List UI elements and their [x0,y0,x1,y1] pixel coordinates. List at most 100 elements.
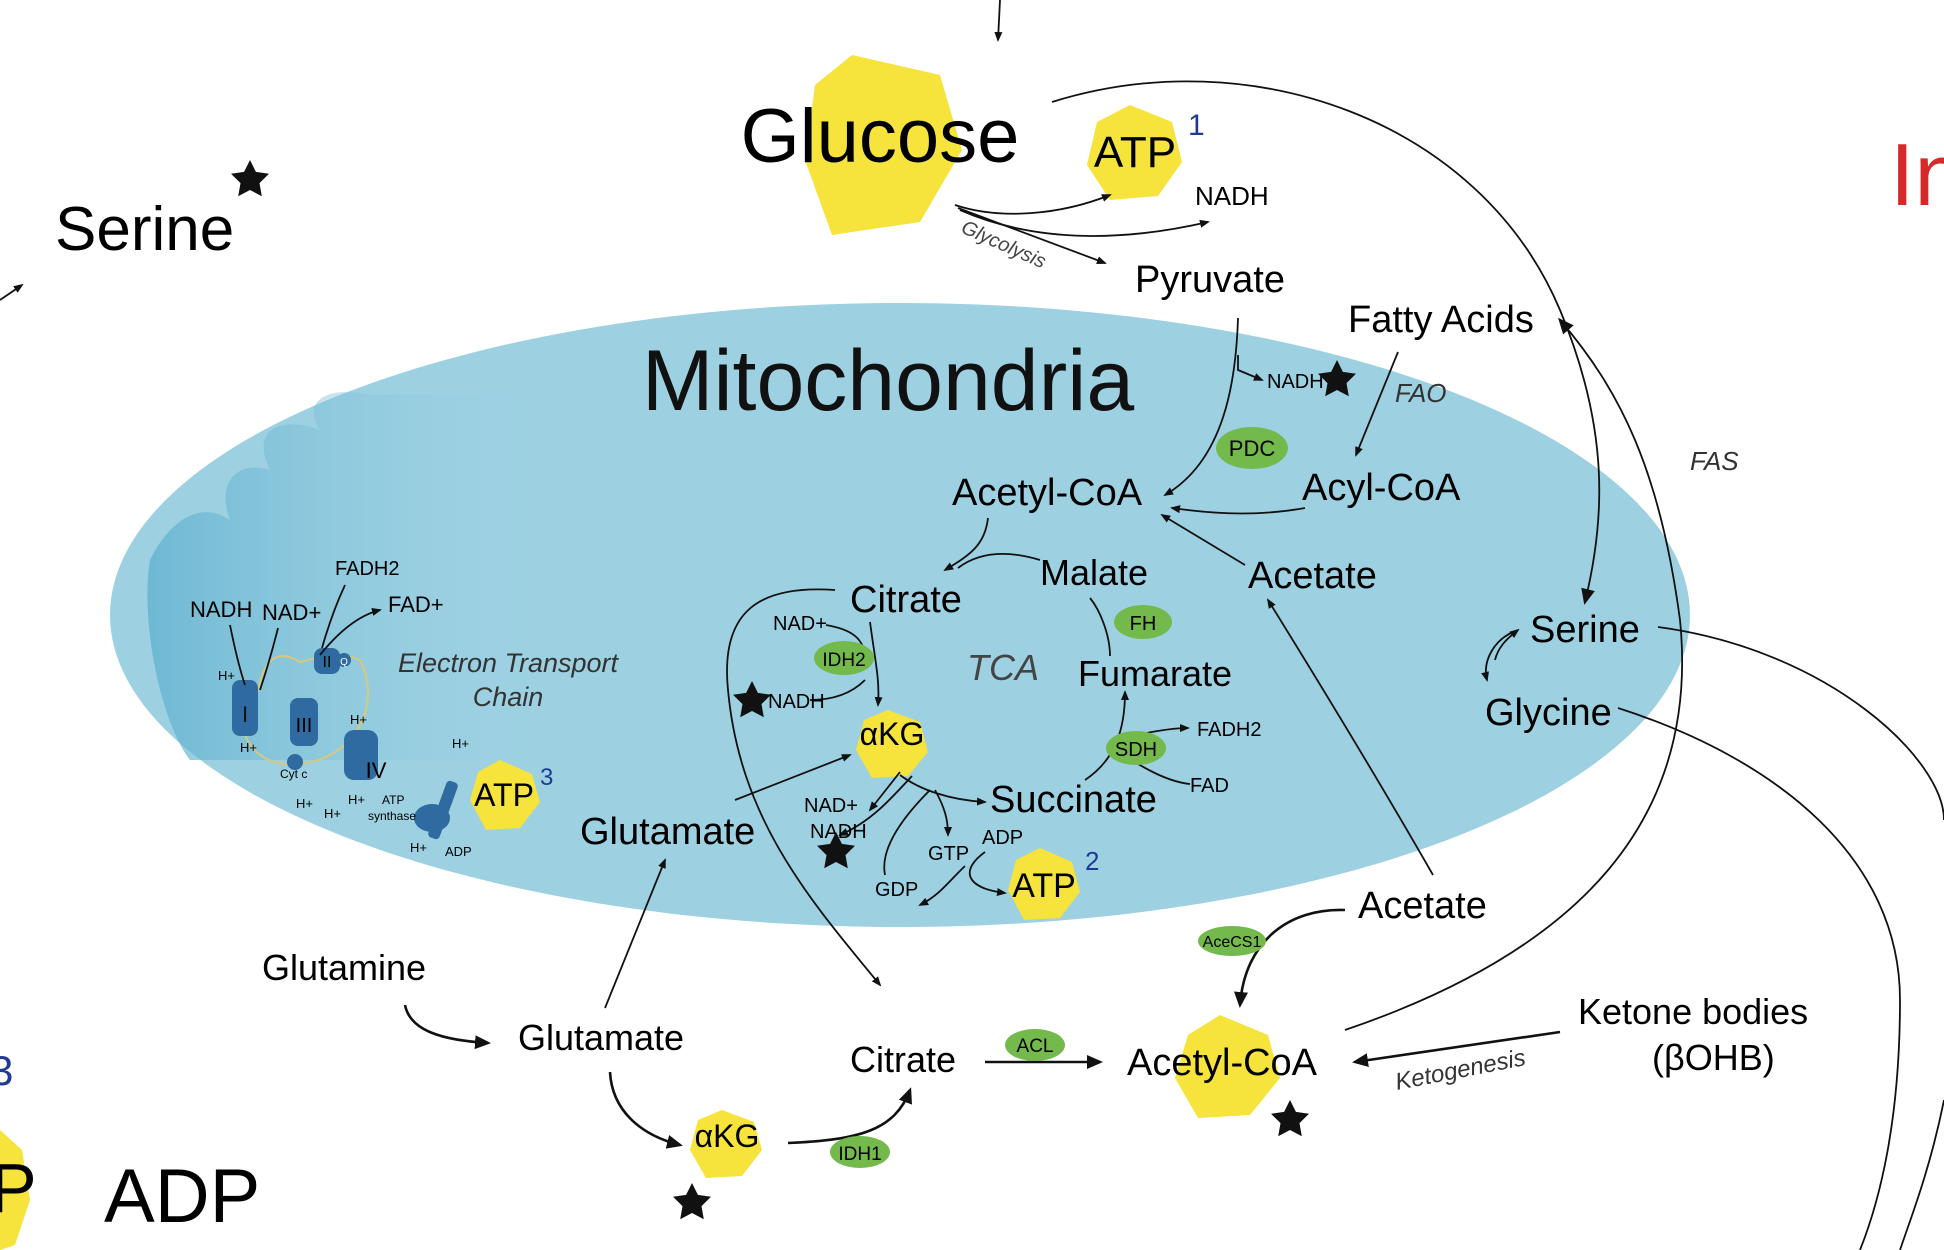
atp-hexagon-icon [1087,105,1182,200]
partial-3: 3 [0,1047,13,1094]
fumarate-label: Fumarate [1078,653,1232,694]
fad-tca: FAD [1190,775,1229,797]
pyruvate-label: Pyruvate [1135,259,1285,301]
akg-hexagon-icon [856,710,928,778]
nadh-pdc: NADH [1267,371,1324,393]
idh2-label: IDH2 [822,650,865,671]
complex-4 [344,730,378,780]
fad-plus-etc: FAD+ [388,592,444,617]
idh1-label: IDH1 [838,1144,881,1165]
sdh-enzyme [1106,731,1166,765]
atp-label-2: ATP [1012,867,1076,905]
fadh2-etc: FADH2 [335,558,399,580]
atp-hexagon-icon [470,760,540,830]
idh2-enzyme [814,641,874,675]
svg-text:H+: H+ [348,792,365,807]
pdc-enzyme [1216,427,1288,469]
gdp-label: GDP [875,879,918,901]
mitochondria-title: Mitochondria [642,333,1135,429]
fas-label: FAS [1690,446,1739,476]
fadh2-tca: FADH2 [1197,719,1261,741]
etc-title-2: Chain [473,682,544,712]
svg-text:H+: H+ [324,806,341,821]
partial-in: In [1890,125,1944,224]
svg-text:III: III [296,715,313,737]
electron-transport-chain: I II Q III IV FADH2 NADH NAD+ FAD+ H+ H+… [190,558,472,859]
atp-synthase-label-1: ATP [382,793,404,807]
acyl-coa-label: Acyl-CoA [1302,467,1461,509]
adp-big-label: ADP [104,1154,260,1239]
atp-hexagon-icon [1008,848,1080,920]
ketogenesis-label: Ketogenesis [1393,1044,1528,1096]
acetate-cyto: Acetate [1358,885,1487,927]
serine-left: Serine [55,195,234,264]
adp-tca: ADP [982,827,1023,849]
svg-text:Q: Q [340,657,348,668]
nad-plus-akg: NAD+ [804,795,858,817]
cristae [147,391,561,760]
atp-label-1: ATP [1094,128,1176,177]
acetyl-coa-mito: Acetyl-CoA [952,472,1143,514]
malate-label: Malate [1040,552,1148,593]
svg-text:H+: H+ [218,668,235,683]
svg-text:IV: IV [366,758,387,783]
atp-superscript-1: 1 [1188,109,1205,142]
glutamate-mito: Glutamate [580,811,755,853]
akg-mito: αKG [860,716,925,752]
glucose-label: Glucose [741,94,1020,179]
atp-superscript-3: 3 [540,764,553,791]
nadh-idh2: NADH [768,691,825,713]
acl-enzyme [1005,1029,1065,1061]
svg-text:H+: H+ [410,840,427,855]
acetyl-coa-cyto: Acetyl-CoA [1127,1042,1318,1084]
succinate-label: Succinate [990,779,1157,821]
cytc-label: Cyt c [280,767,307,781]
nad-plus-etc: NAD+ [262,600,321,625]
atp-label-3: ATP [474,777,534,813]
fatty-acids-label: Fatty Acids [1348,299,1534,341]
akg-cyto: αKG [695,1118,760,1154]
atp-superscript-2: 2 [1085,846,1099,876]
serine-right: Serine [1530,609,1640,651]
citrate-mito: Citrate [850,579,962,621]
acetyl-coa-hexagon-icon [1175,1015,1280,1118]
pdc-label: PDC [1229,436,1276,461]
svg-text:H+: H+ [452,736,469,751]
idh1-enzyme [830,1136,890,1168]
nad-plus-idh2: NAD+ [773,613,827,635]
bohb-label: (βOHB) [1652,1037,1775,1078]
gtp-label: GTP [928,843,969,865]
glucose-hexagon-icon [805,55,962,235]
sdh-label: SDH [1115,739,1157,761]
citrate-cyto: Citrate [850,1039,956,1080]
ketone-bodies-label: Ketone bodies [1578,991,1808,1032]
star-icon [231,160,269,197]
svg-text:II: II [323,654,332,671]
glycine-label: Glycine [1485,692,1612,734]
nadh-etc: NADH [190,597,252,622]
akg-hexagon-icon [690,1110,762,1178]
star-icon [1271,1100,1309,1137]
fh-label: FH [1130,613,1157,635]
svg-text:H+: H+ [350,712,367,727]
acetate-mito: Acetate [1248,555,1377,597]
etc-title-1: Electron Transport [398,648,620,678]
star-icon [673,1183,711,1220]
complex-1 [232,680,258,736]
fao-label: FAO [1395,378,1447,408]
svg-text:I: I [242,702,248,727]
adp-etc: ADP [445,844,472,859]
acl-label: ACL [1017,1036,1054,1057]
atp-hexagon-icon [0,1130,30,1250]
fh-enzyme [1114,605,1172,639]
acecs1-label: AceCS1 [1203,934,1262,951]
acecs1-enzyme [1198,926,1266,956]
tca-label: TCA [967,647,1039,688]
nadh-akg: NADH [810,821,867,843]
partial-p: P [0,1149,37,1227]
glutamine-label: Glutamine [262,947,426,988]
complex-3 [290,698,318,746]
atp-synthase-label-2: synthase [368,809,416,823]
glutamate-cyto: Glutamate [518,1017,684,1058]
